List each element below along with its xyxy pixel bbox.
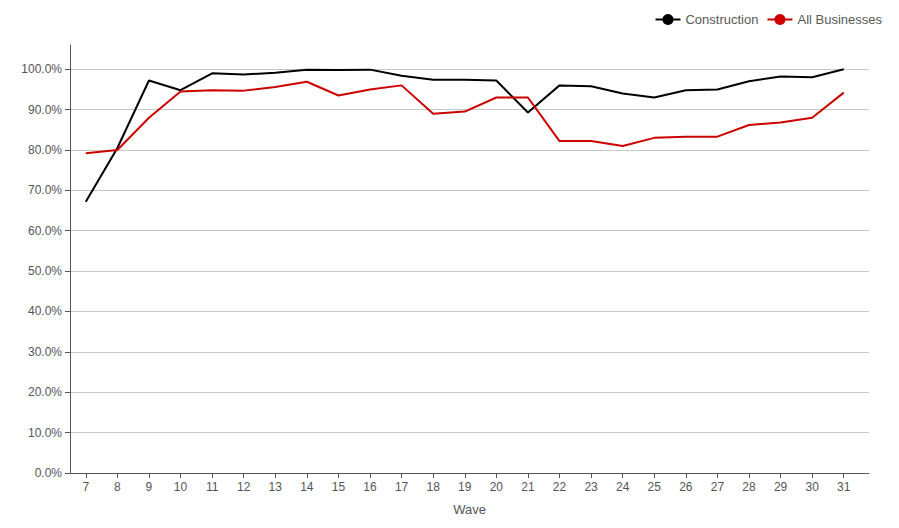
svg-text:10: 10 [174, 480, 188, 494]
svg-text:50.0%: 50.0% [28, 264, 62, 278]
svg-text:30.0%: 30.0% [28, 345, 62, 359]
svg-text:25: 25 [648, 480, 662, 494]
svg-text:16: 16 [363, 480, 377, 494]
svg-text:19: 19 [458, 480, 472, 494]
svg-text:31: 31 [837, 480, 851, 494]
svg-text:20: 20 [490, 480, 504, 494]
svg-text:8: 8 [114, 480, 121, 494]
svg-text:12: 12 [237, 480, 251, 494]
svg-text:10.0%: 10.0% [28, 426, 62, 440]
svg-text:Construction: Construction [685, 12, 758, 27]
svg-text:18: 18 [427, 480, 441, 494]
svg-text:24: 24 [616, 480, 630, 494]
svg-text:27: 27 [711, 480, 725, 494]
svg-text:7: 7 [82, 480, 89, 494]
svg-text:15: 15 [332, 480, 346, 494]
svg-text:14: 14 [300, 480, 314, 494]
svg-text:9: 9 [146, 480, 153, 494]
svg-text:Wave: Wave [453, 502, 486, 517]
svg-text:40.0%: 40.0% [28, 304, 62, 318]
svg-text:26: 26 [679, 480, 693, 494]
svg-text:20.0%: 20.0% [28, 385, 62, 399]
svg-text:100.0%: 100.0% [21, 62, 62, 76]
svg-text:90.0%: 90.0% [28, 103, 62, 117]
svg-text:70.0%: 70.0% [28, 183, 62, 197]
svg-text:60.0%: 60.0% [28, 224, 62, 238]
svg-text:30: 30 [805, 480, 819, 494]
svg-text:22: 22 [553, 480, 567, 494]
svg-text:17: 17 [395, 480, 409, 494]
svg-text:0.0%: 0.0% [35, 466, 63, 480]
svg-text:11: 11 [206, 480, 219, 494]
svg-text:80.0%: 80.0% [28, 143, 62, 157]
svg-text:13: 13 [269, 480, 283, 494]
svg-text:28: 28 [742, 480, 756, 494]
svg-text:21: 21 [521, 480, 535, 494]
svg-text:29: 29 [774, 480, 788, 494]
svg-text:23: 23 [584, 480, 598, 494]
svg-text:All Businesses: All Businesses [797, 12, 882, 27]
